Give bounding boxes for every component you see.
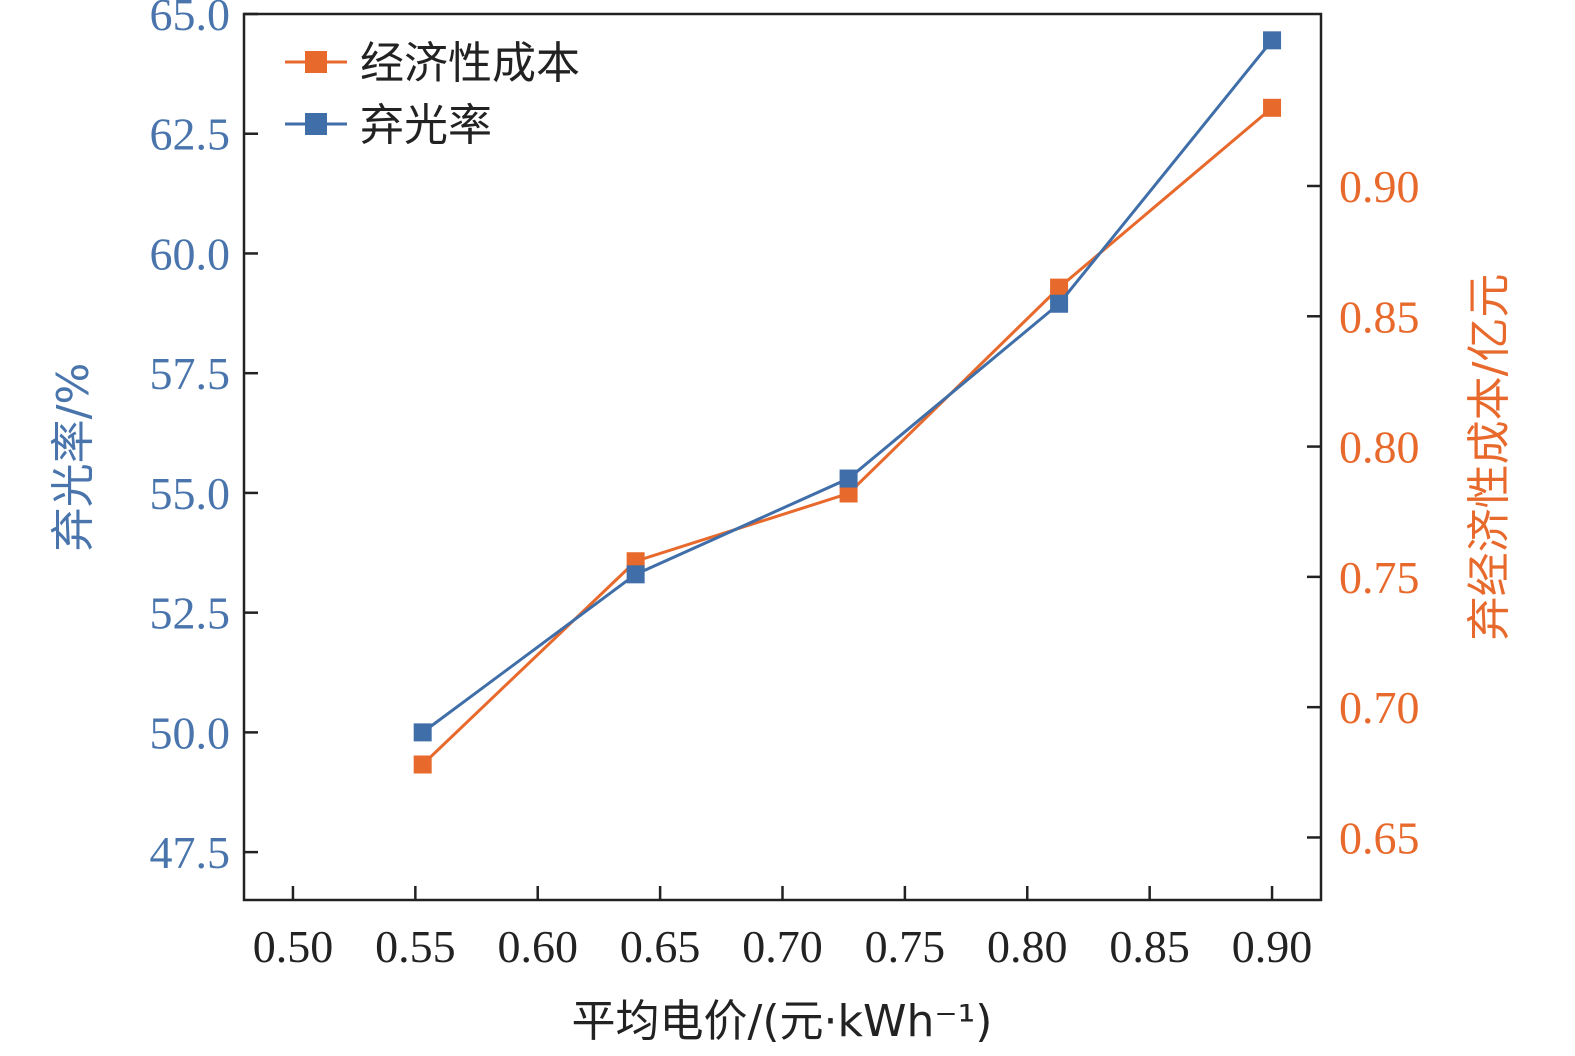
data-point [1050, 278, 1069, 297]
x-tick-label: 0.90 [1232, 921, 1313, 972]
left-y-tick-label: 57.5 [150, 348, 231, 399]
right-y-tick-label: 0.85 [1339, 291, 1420, 342]
right-y-tick-label: 0.65 [1339, 812, 1420, 863]
x-tick-label: 0.80 [987, 921, 1068, 972]
data-point [1050, 294, 1069, 313]
right-y-tick-label: 0.80 [1339, 422, 1420, 473]
x-tick-label: 0.70 [742, 921, 823, 972]
data-point [1263, 31, 1282, 50]
legend-marker-cost [305, 51, 327, 73]
x-tick-label: 0.55 [375, 921, 456, 972]
data-point [413, 723, 432, 742]
x-axis: 0.50 0.55 0.60 0.65 0.70 0.75 0.80 0.85 0.90 [253, 886, 1313, 972]
x-axis-title: 平均电价/(元·kWh⁻¹) [572, 996, 993, 1047]
series-layer [413, 31, 1282, 774]
left-y-tick-label: 52.5 [150, 588, 231, 639]
left-y-tick-label: 50.0 [150, 707, 231, 758]
x-tick-label: 0.65 [620, 921, 701, 972]
data-point [413, 755, 432, 774]
data-point [626, 565, 645, 584]
legend-label-cost: 经济性成本 [360, 38, 580, 89]
series-line-0 [421, 106, 1274, 766]
x-tick-label: 0.60 [497, 921, 578, 972]
x-tick-label: 0.85 [1109, 921, 1190, 972]
data-point [839, 469, 858, 488]
right-y-tick-label: 0.75 [1339, 552, 1420, 603]
right-y-tick-label: 0.90 [1339, 161, 1420, 212]
left-y-tick-label: 60.0 [150, 228, 231, 279]
legend: 经济性成本 弃光率 [285, 38, 580, 151]
left-y-axis: 47.5 50.0 52.5 55.0 57.5 60.0 62.5 65.0 [150, 0, 258, 878]
left-y-axis-title: 弃光率/% [48, 363, 99, 552]
legend-label-curtailment: 弃光率 [360, 100, 492, 151]
legend-item-curtailment: 弃光率 [285, 100, 492, 151]
legend-item-cost: 经济性成本 [285, 38, 580, 89]
data-point [1263, 98, 1282, 117]
data-point [839, 484, 858, 503]
left-y-tick-label: 62.5 [150, 109, 231, 160]
right-y-tick-label: 0.70 [1339, 682, 1420, 733]
legend-marker-curtailment [305, 113, 327, 135]
right-y-axis-title: 弃经济性成本/亿元 [1464, 274, 1515, 641]
left-y-tick-label: 55.0 [150, 468, 231, 519]
x-tick-label: 0.50 [253, 921, 334, 972]
left-y-tick-label: 47.5 [150, 827, 231, 878]
series-line-1 [421, 39, 1274, 734]
right-y-axis: 0.65 0.70 0.75 0.80 0.85 0.90 [1307, 161, 1420, 863]
left-y-tick-label: 65.0 [150, 0, 231, 40]
x-tick-label: 0.75 [865, 921, 946, 972]
